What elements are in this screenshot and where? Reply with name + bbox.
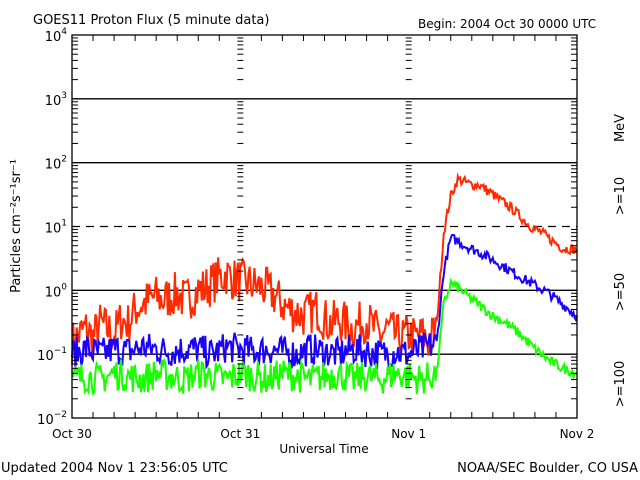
x-tick-label: Oct 30: [52, 427, 92, 441]
updated-timestamp: Updated 2004 Nov 1 23:56:05 UTC: [1, 461, 228, 476]
x-axis-label: Universal Time: [279, 442, 368, 456]
chart-title: GOES11 Proton Flux (5 minute data): [33, 13, 269, 28]
y-tick-label: 104: [45, 27, 68, 45]
units-label: MeV: [613, 114, 628, 142]
x-tick-label: Nov 2: [560, 427, 595, 441]
y-axis-label: Particles cm⁻²s⁻¹sr⁻¹: [9, 159, 24, 293]
source-label: NOAA/SEC Boulder, CO USA: [457, 461, 638, 476]
series-group: [71, 172, 578, 396]
series-line-ge100: [71, 277, 578, 396]
y-tick-label: 102: [45, 155, 67, 173]
x-tick-label: Nov 1: [391, 427, 426, 441]
legend-ge10: >=10: [613, 177, 628, 215]
y-tick-label: 10−1: [37, 346, 67, 364]
axes: [71, 34, 578, 419]
y-tick-label: 101: [45, 219, 67, 237]
y-tick-label: 103: [45, 91, 67, 109]
x-tick-label: Oct 31: [220, 427, 260, 441]
y-tick-label: 100: [45, 282, 68, 300]
begin-label: Begin: 2004 Oct 30 0000 UTC: [418, 17, 596, 31]
series-line-ge50: [71, 233, 578, 370]
series-line-ge10: [71, 172, 578, 366]
y-tick-labels: 104 103 102 101 100 10−1 10−2: [37, 27, 67, 428]
x-tick-labels: Oct 30 Oct 31 Nov 1 Nov 2: [52, 427, 594, 441]
legend-ge50: >=50: [613, 273, 628, 311]
legend-ge100: >=100: [613, 361, 628, 408]
y-tick-label: 10−2: [37, 410, 67, 428]
